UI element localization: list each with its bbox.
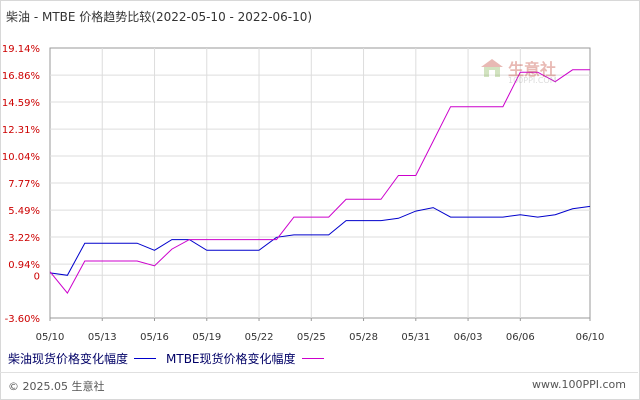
x-tick-label: 05/16 bbox=[140, 332, 169, 343]
y-tick-label: 5.49% bbox=[8, 206, 40, 217]
y-tick-label: 12.31% bbox=[2, 125, 40, 136]
x-tick-label: 05/31 bbox=[401, 332, 430, 343]
x-tick-label: 05/10 bbox=[36, 332, 65, 343]
series-line-mtbe bbox=[49, 69, 590, 294]
chart-legend: 柴油现货价格变化幅度 MTBE现货价格变化幅度 bbox=[8, 350, 334, 367]
y-tick-label: 3.22% bbox=[8, 233, 40, 244]
legend-item-mtbe: MTBE现货价格变化幅度 bbox=[166, 350, 324, 367]
footer-copyright: © 2025.05 生意社 bbox=[8, 380, 105, 393]
chart-title: 柴油 - MTBE 价格趋势比较(2022-05-10 - 2022-06-10… bbox=[6, 8, 312, 25]
legend-swatch-mtbe bbox=[301, 358, 324, 359]
y-tick-label: 14.59% bbox=[2, 98, 40, 109]
x-tick-label: 06/06 bbox=[506, 332, 535, 343]
footer: © 2025.05 生意社 www.100PPI.com bbox=[0, 372, 638, 398]
y-tick-label: 7.77% bbox=[8, 179, 40, 190]
chart-title-text: 柴油 - MTBE 价格趋势比较 bbox=[6, 10, 152, 24]
y-tick-label: 0 bbox=[34, 271, 40, 282]
x-tick-label: 06/10 bbox=[576, 332, 605, 343]
house-logo-icon bbox=[481, 59, 503, 77]
y-tick-label: 10.04% bbox=[2, 152, 40, 163]
x-tick-label: 05/19 bbox=[192, 332, 221, 343]
legend-swatch-diesel bbox=[134, 358, 157, 359]
series-line-diesel bbox=[49, 205, 591, 276]
footer-site-link[interactable]: www.100PPI.com bbox=[532, 378, 626, 391]
watermark-logo: 生意社 100PPI.COM bbox=[480, 56, 557, 85]
watermark-url: 100PPI.COM bbox=[508, 76, 557, 85]
footer-divider bbox=[0, 372, 638, 373]
watermark-brand: 生意社 bbox=[508, 60, 557, 79]
y-tick-label: -3.60% bbox=[5, 314, 40, 325]
chart-date-range: (2022-05-10 - 2022-06-10) bbox=[151, 10, 313, 24]
legend-label-diesel: 柴油现货价格变化幅度 bbox=[8, 352, 129, 366]
x-tick-label: 05/25 bbox=[297, 332, 326, 343]
x-tick-label: 06/03 bbox=[454, 332, 483, 343]
legend-item-diesel: 柴油现货价格变化幅度 bbox=[8, 350, 157, 367]
y-tick-label: 0.94% bbox=[8, 260, 40, 271]
y-tick-label: 19.14% bbox=[2, 44, 40, 55]
y-tick-label: 16.86% bbox=[2, 71, 40, 82]
x-tick-label: 05/28 bbox=[349, 332, 378, 343]
legend-label-mtbe: MTBE现货价格变化幅度 bbox=[166, 352, 296, 366]
x-tick-label: 05/13 bbox=[88, 332, 117, 343]
x-tick-label: 05/22 bbox=[245, 332, 274, 343]
